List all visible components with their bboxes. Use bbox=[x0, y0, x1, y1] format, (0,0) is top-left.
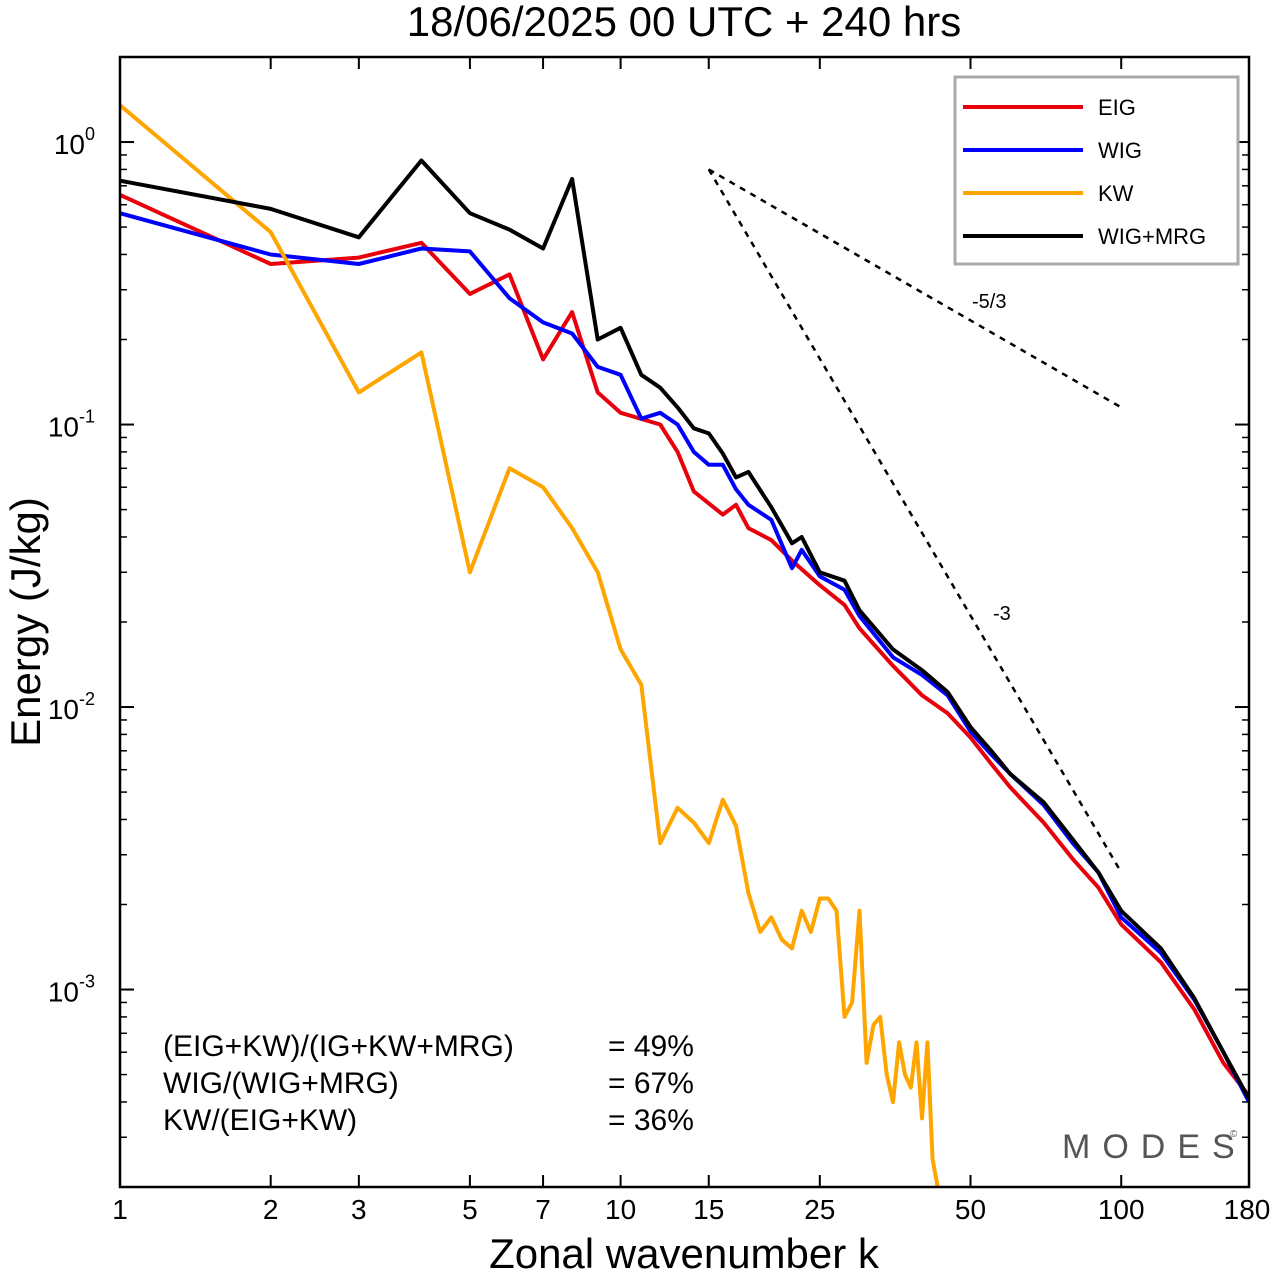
series-lines bbox=[120, 103, 1249, 1187]
legend-label: EIG bbox=[1098, 95, 1136, 120]
x-axis-label: Zonal wavenumber k bbox=[489, 1230, 880, 1277]
series-line-wig bbox=[120, 211, 1249, 1103]
reference-slope-label: -5/3 bbox=[972, 291, 1006, 313]
x-tick-label: 1 bbox=[112, 1194, 128, 1225]
x-tick-label: 3 bbox=[351, 1194, 367, 1225]
x-tick-label: 50 bbox=[955, 1194, 986, 1225]
stat-value: = 67% bbox=[608, 1067, 694, 1100]
y-tick-label: 10-3 bbox=[48, 972, 95, 1008]
x-tick-label: 2 bbox=[263, 1194, 279, 1225]
legend-label: WIG bbox=[1098, 138, 1142, 163]
stat-value: = 49% bbox=[608, 1030, 694, 1063]
reference-slopes: -5/3 -3 bbox=[707, 168, 1123, 873]
stat-label: (EIG+KW)/(IG+KW+MRG) bbox=[163, 1030, 514, 1063]
reference-slope-label: -3 bbox=[993, 603, 1011, 625]
legend: EIG WIG KW WIG+MRG bbox=[953, 75, 1240, 266]
y-tick-label: 10-1 bbox=[48, 407, 95, 443]
stat-label: KW/(EIG+KW) bbox=[163, 1104, 357, 1137]
stat-label: WIG/(WIG+MRG) bbox=[163, 1067, 399, 1100]
reference-slope-line bbox=[707, 168, 1123, 873]
x-tick-labels: 1 2 3 5 7 10 15 25 50 100 180 bbox=[112, 1194, 1270, 1225]
x-tick-label: 180 bbox=[1224, 1194, 1271, 1225]
chart-title: 18/06/2025 00 UTC + 240 hrs bbox=[407, 0, 962, 45]
x-tick-label: 10 bbox=[605, 1194, 636, 1225]
legend-label: KW bbox=[1098, 181, 1134, 206]
x-tick-label: 100 bbox=[1098, 1194, 1145, 1225]
brand-copyright-mark: © bbox=[1230, 1129, 1238, 1140]
x-tick-label: 5 bbox=[462, 1194, 478, 1225]
y-axis-label: Energy (J/kg) bbox=[2, 497, 49, 747]
series-line-eig bbox=[120, 193, 1249, 1098]
ratio-stats: (EIG+KW)/(IG+KW+MRG) = 49% WIG/(WIG+MRG) = … bbox=[163, 1030, 694, 1137]
plot-frame bbox=[118, 55, 1251, 1189]
y-tick-labels: 100 10-1 10-2 10-3 bbox=[48, 124, 95, 1008]
y-tick-label: 100 bbox=[54, 124, 95, 160]
x-tick-label: 25 bbox=[804, 1194, 835, 1225]
stat-value: = 36% bbox=[608, 1104, 694, 1137]
legend-label: WIG+MRG bbox=[1098, 224, 1206, 249]
brand-text: MODES bbox=[1062, 1128, 1247, 1166]
y-tick-label: 10-2 bbox=[48, 689, 95, 725]
x-tick-label: 7 bbox=[535, 1194, 551, 1225]
reference-slope-line bbox=[708, 168, 1122, 409]
series-line-wig-mrg bbox=[120, 158, 1249, 1100]
modes-watermark: MODES © bbox=[1062, 1128, 1247, 1166]
series-line-kw bbox=[120, 103, 940, 1187]
x-tick-label: 15 bbox=[693, 1194, 724, 1225]
